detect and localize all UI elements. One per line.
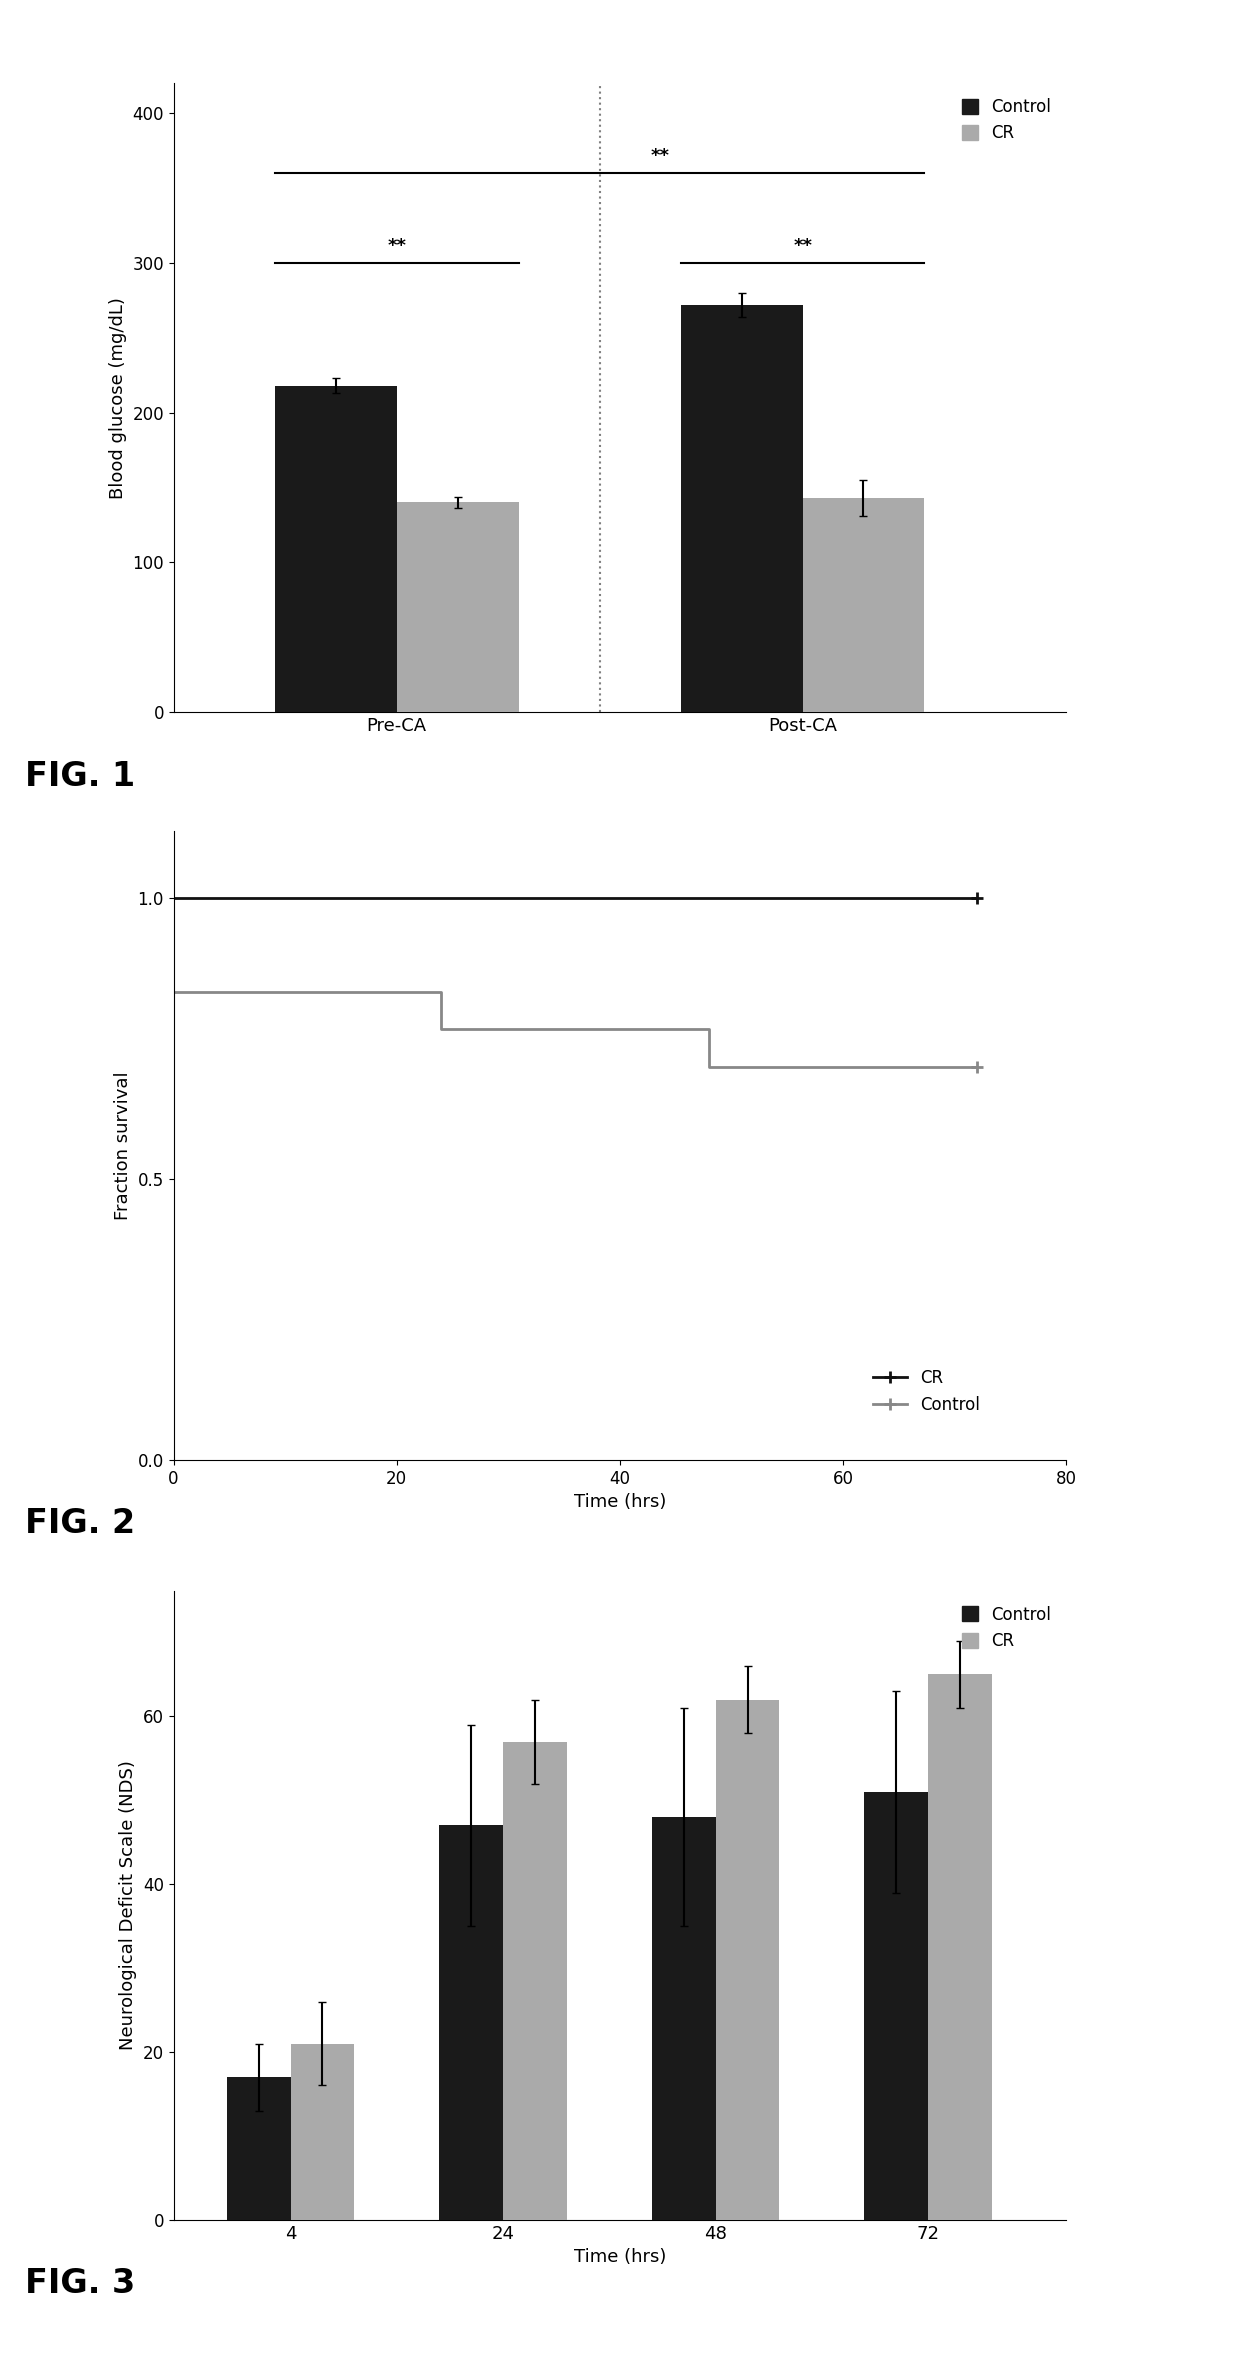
- Text: FIG. 3: FIG. 3: [25, 2267, 135, 2300]
- Y-axis label: Neurological Deficit Scale (NDS): Neurological Deficit Scale (NDS): [119, 1759, 138, 2051]
- Text: **: **: [794, 237, 812, 256]
- Bar: [227, 2077, 290, 2220]
- Text: **: **: [387, 237, 407, 256]
- Y-axis label: Fraction survival: Fraction survival: [114, 1071, 131, 1220]
- Bar: [864, 1792, 929, 2220]
- Y-axis label: Blood glucose (mg/dL): Blood glucose (mg/dL): [109, 297, 126, 499]
- Legend: Control, CR: Control, CR: [955, 93, 1058, 150]
- Bar: [290, 2044, 355, 2220]
- Text: **: **: [651, 147, 670, 166]
- Legend: Control, CR: Control, CR: [955, 1600, 1058, 1657]
- Bar: [439, 1826, 503, 2220]
- Bar: [652, 1816, 715, 2220]
- X-axis label: Time (hrs): Time (hrs): [574, 1493, 666, 1512]
- Text: FIG. 1: FIG. 1: [25, 760, 135, 793]
- Bar: [503, 1743, 567, 2220]
- Bar: [681, 304, 802, 712]
- Bar: [715, 1700, 780, 2220]
- Bar: [275, 385, 397, 712]
- Text: FIG. 2: FIG. 2: [25, 1507, 135, 1541]
- Bar: [929, 1674, 992, 2220]
- Legend: CR, Control: CR, Control: [867, 1363, 987, 1420]
- Bar: [802, 499, 924, 712]
- Bar: [397, 503, 518, 712]
- X-axis label: Time (hrs): Time (hrs): [574, 2248, 666, 2267]
